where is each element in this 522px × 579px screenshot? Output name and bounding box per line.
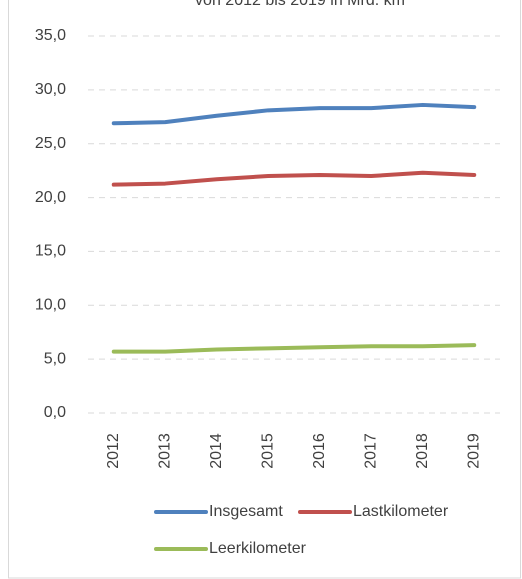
x-tick-label: 2013 <box>156 433 173 469</box>
y-tick-label: 10,0 <box>35 297 66 314</box>
x-tick-label: 2014 <box>208 433 225 469</box>
series-line <box>111 170 477 187</box>
x-tick-label: 2016 <box>311 433 328 469</box>
chart-title: von 2012 bis 2019 in Mrd. km <box>195 0 405 9</box>
y-tick-label: 30,0 <box>35 81 66 98</box>
legend-label: Lastkilometer <box>353 503 449 520</box>
x-tick-label: 2018 <box>414 433 431 469</box>
y-tick-label: 20,0 <box>35 189 66 206</box>
series-line <box>111 102 477 126</box>
chart-frame <box>8 0 521 579</box>
y-tick-label: 5,0 <box>44 350 66 367</box>
y-tick-label: 25,0 <box>35 135 66 152</box>
y-tick-label: 0,0 <box>44 404 66 421</box>
x-tick-label: 2017 <box>362 433 379 469</box>
y-tick-label: 35,0 <box>35 27 66 44</box>
x-tick-label: 2019 <box>465 433 482 469</box>
y-tick-label: 15,0 <box>35 243 66 260</box>
legend-label: Insgesamt <box>209 503 283 520</box>
legend-label: Leerkilometer <box>209 540 307 557</box>
x-tick-label: 2012 <box>105 433 122 469</box>
series-line <box>111 343 477 354</box>
x-tick-label: 2015 <box>259 433 276 469</box>
